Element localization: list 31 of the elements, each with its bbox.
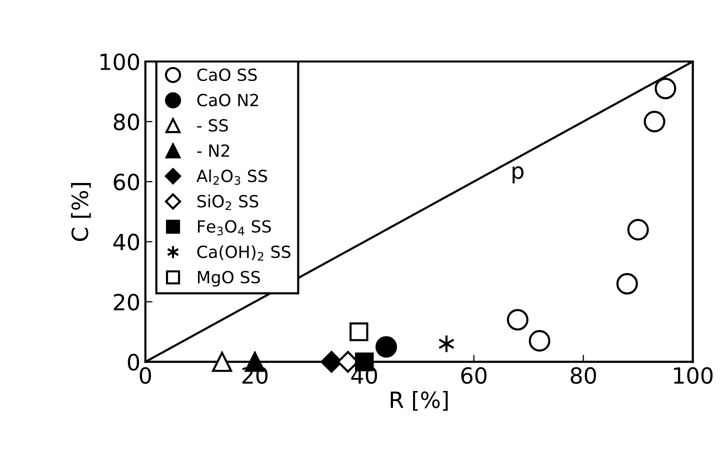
point: [376, 336, 398, 358]
legend-label: - N2: [197, 144, 230, 157]
x-axis-title: R [%]: [390, 390, 448, 411]
point: [506, 309, 528, 331]
y-tick-label: 0: [128, 354, 140, 371]
y-tick-label: 100: [100, 53, 140, 70]
legend-label: - SS: [197, 119, 228, 132]
legend-label: CaO N2: [197, 94, 258, 106]
y-tick-label: 20: [114, 294, 140, 311]
legend-label: CaO SS: [197, 68, 257, 82]
point: [627, 218, 649, 240]
point: [644, 110, 666, 132]
legend-label: Fe$_{3}$O$_{4}$ SS: [198, 220, 271, 236]
point: [616, 272, 638, 295]
x-tick-label: 80: [570, 367, 596, 384]
x-tick-label: 0: [140, 367, 151, 384]
legend-label: Ca(OH)$_{2}$ SS: [197, 245, 290, 261]
legend-label: Al$_{2}$O$_{3}$ SS: [196, 169, 268, 185]
legend-label: MgO SS: [198, 270, 260, 287]
point: [350, 322, 368, 342]
y-tick-label: 60: [114, 174, 140, 190]
y-axis-title: C [%]: [71, 183, 91, 241]
point: [212, 352, 232, 372]
annotation: p: [512, 166, 524, 184]
x-tick-label: 100: [674, 367, 713, 384]
point: [654, 78, 676, 100]
legend-label: SiO$_{2}$ SS: [197, 194, 258, 210]
x-tick-label: 60: [461, 367, 487, 384]
y-tick-label: 80: [114, 114, 140, 130]
point: [528, 330, 550, 352]
y-tick-label: 40: [113, 234, 140, 250]
